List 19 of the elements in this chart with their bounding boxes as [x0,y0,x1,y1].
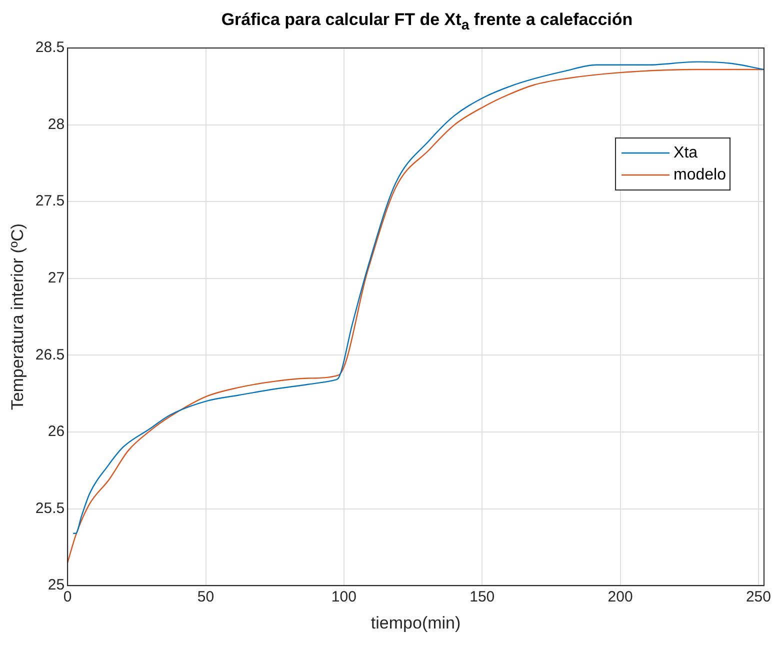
x-tick-label: 200 [608,588,633,606]
x-tick-label: 250 [746,588,771,606]
x-tick-label: 150 [470,588,495,606]
y-tick-label: 27 [48,270,65,287]
y-tick-label: 27.5 [35,192,65,210]
legend-label: modelo [674,166,726,184]
x-tick-label: 100 [331,588,356,606]
x-tick-label: 50 [197,588,214,606]
y-tick-label: 28 [48,116,65,133]
x-tick-label: 0 [63,588,72,606]
y-tick-label: 26 [48,423,65,440]
y-tick-label: 28.5 [35,39,65,56]
x-axis-title: tiempo(min) [370,613,461,632]
y-tick-label: 26.5 [35,346,65,364]
y-axis-title: Temperatura interior (ºC) [8,223,27,410]
y-tick-label: 25 [48,576,65,594]
y-tick-label: 25.5 [35,500,65,517]
chart-title: Gráfica para calcular FT de Xt$_{a}$ frente a calefacción [220,10,634,34]
legend-label: Xta [674,144,698,162]
